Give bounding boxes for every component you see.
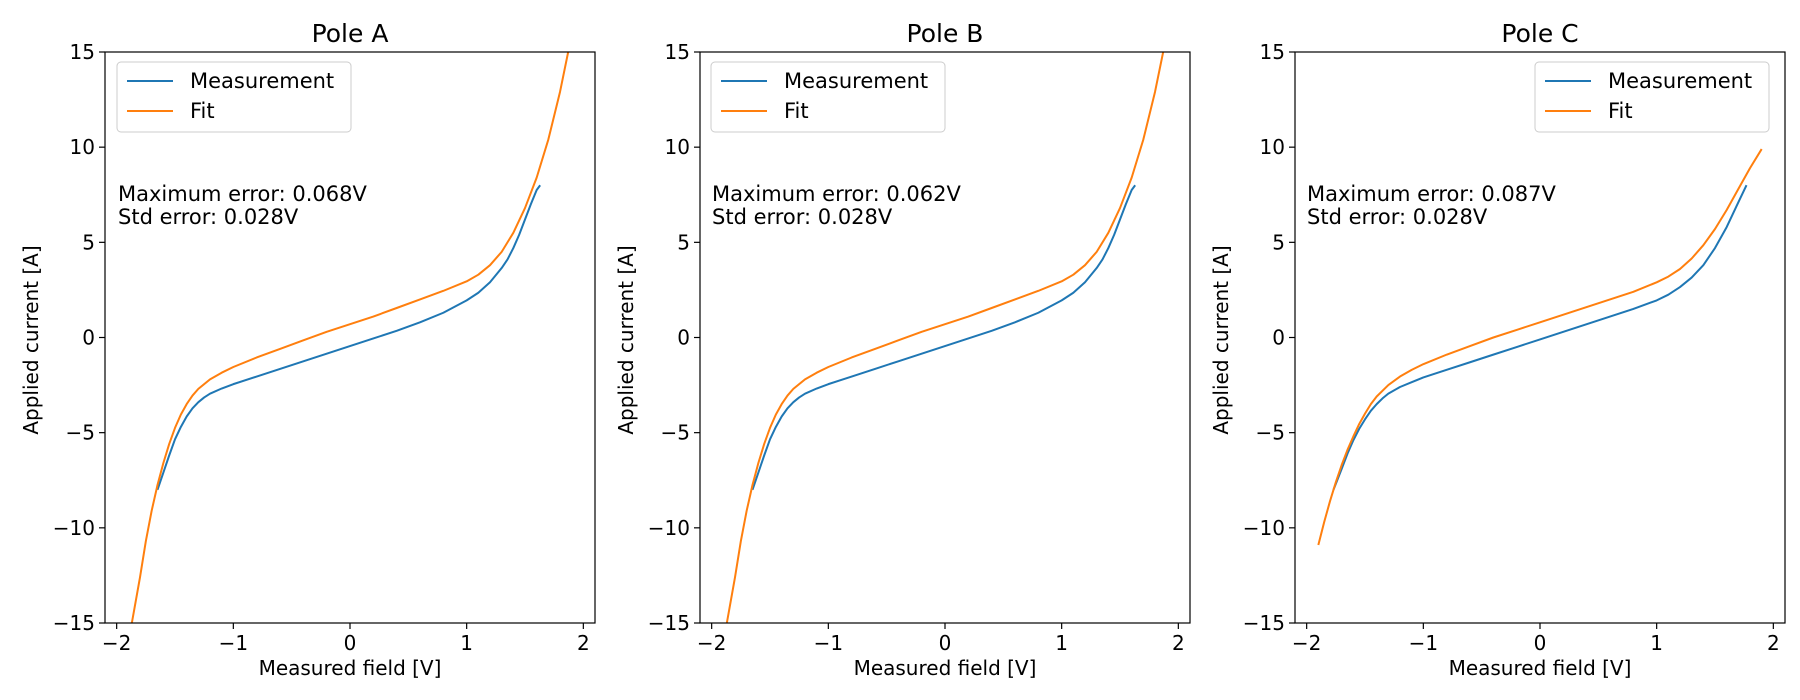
x-tick-label: 0	[1534, 631, 1547, 655]
subplot-pole-b: Pole B Measured field [V] Applied curren…	[614, 19, 1191, 680]
series-line-measurement	[751, 184, 1136, 491]
series-line-fit	[130, 52, 570, 623]
subplot-pole-c: Pole C Measured field [V] Applied curren…	[1209, 19, 1786, 680]
x-tick-label: 1	[1650, 631, 1663, 655]
legend: Measurement Fit	[710, 61, 946, 133]
x-tick-label: −1	[814, 631, 843, 655]
x-tick-label: −1	[219, 631, 248, 655]
error-annotation-std: Std error: 0.028V	[712, 205, 893, 229]
error-annotation-max: Maximum error: 0.068V	[118, 182, 367, 206]
x-tick-label: 2	[1767, 631, 1780, 655]
y-tick-label: 5	[677, 230, 690, 254]
legend-frame	[116, 61, 352, 133]
chart-title: Pole C	[1501, 19, 1578, 48]
legend-label-fit: Fit	[784, 99, 809, 123]
y-tick-label: 5	[1272, 230, 1285, 254]
x-tick-label: 2	[1172, 631, 1185, 655]
y-tick-label: 10	[665, 135, 690, 159]
legend-label-fit: Fit	[190, 99, 215, 123]
legend-label-measurement: Measurement	[784, 69, 928, 93]
y-tick-label: −10	[1243, 516, 1285, 540]
legend-frame	[1534, 61, 1770, 133]
y-tick-label: 10	[1260, 135, 1285, 159]
y-tick-label: −15	[648, 611, 690, 635]
chart-title: Pole B	[907, 19, 984, 48]
error-annotation-std: Std error: 0.028V	[1307, 205, 1488, 229]
y-tick-label: −5	[1256, 421, 1285, 445]
legend: Measurement Fit	[1534, 61, 1770, 133]
y-tick-label: −10	[648, 516, 690, 540]
legend-label-fit: Fit	[1608, 99, 1633, 123]
x-axis-label: Measured field [V]	[854, 656, 1037, 680]
x-axis-label: Measured field [V]	[1449, 656, 1632, 680]
chart-title: Pole A	[312, 19, 389, 48]
legend: Measurement Fit	[116, 61, 352, 133]
y-tick-label: −15	[1243, 611, 1285, 635]
y-tick-label: 0	[82, 326, 95, 350]
subplot-pole-a: Pole A Measured field [V] Applied curren…	[19, 19, 596, 680]
x-tick-label: 0	[939, 631, 952, 655]
y-tick-label: 15	[1260, 40, 1285, 64]
y-tick-label: 5	[82, 230, 95, 254]
y-axis-label: Applied current [A]	[614, 245, 638, 434]
y-tick-label: −5	[661, 421, 690, 445]
error-annotation-max: Maximum error: 0.087V	[1307, 182, 1556, 206]
y-tick-label: 15	[70, 40, 95, 64]
series-line-fit	[725, 52, 1165, 623]
y-tick-label: 10	[70, 135, 95, 159]
y-tick-label: −5	[66, 421, 95, 445]
y-axis-label: Applied current [A]	[19, 245, 43, 434]
x-tick-label: −2	[1292, 631, 1321, 655]
x-tick-label: −2	[102, 631, 131, 655]
x-tick-label: −2	[697, 631, 726, 655]
x-tick-label: 1	[460, 631, 473, 655]
error-annotation-max: Maximum error: 0.062V	[712, 182, 961, 206]
y-tick-label: −15	[53, 611, 95, 635]
x-tick-label: 2	[577, 631, 590, 655]
x-axis-label: Measured field [V]	[259, 656, 442, 680]
x-tick-label: 0	[344, 631, 357, 655]
y-tick-label: 0	[677, 326, 690, 350]
x-tick-label: 1	[1055, 631, 1068, 655]
series-line-measurement	[156, 184, 541, 491]
error-annotation-std: Std error: 0.028V	[118, 205, 299, 229]
series-line-fit	[1317, 148, 1763, 546]
x-tick-label: −1	[1409, 631, 1438, 655]
y-tick-label: −10	[53, 516, 95, 540]
legend-label-measurement: Measurement	[1608, 69, 1752, 93]
legend-label-measurement: Measurement	[190, 69, 334, 93]
legend-frame	[710, 61, 946, 133]
series-line-measurement	[1332, 184, 1748, 491]
y-tick-label: 0	[1272, 326, 1285, 350]
y-tick-label: 15	[665, 40, 690, 64]
y-axis-label: Applied current [A]	[1209, 245, 1233, 434]
